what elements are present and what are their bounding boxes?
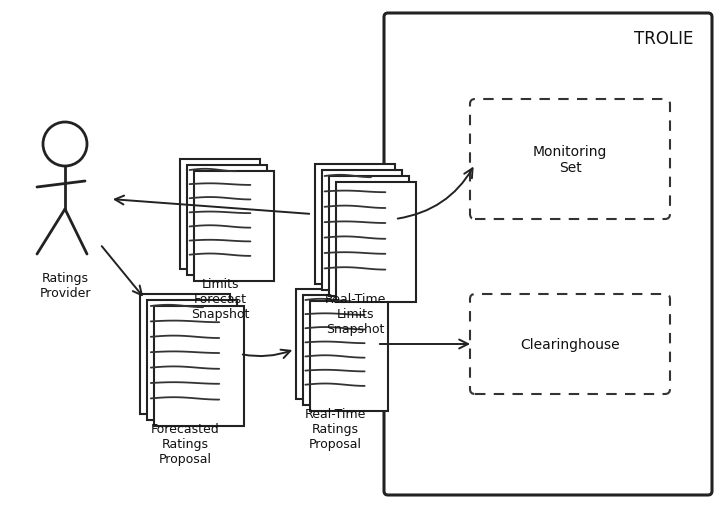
Bar bbox=[310, 301, 388, 411]
Text: Real-Time
Ratings
Proposal: Real-Time Ratings Proposal bbox=[304, 407, 366, 450]
Bar bbox=[322, 171, 402, 291]
Text: Limits
Forecast
Snapshot: Limits Forecast Snapshot bbox=[191, 277, 249, 320]
Text: TROLIE: TROLIE bbox=[634, 30, 693, 48]
Text: Clearinghouse: Clearinghouse bbox=[521, 337, 620, 351]
Bar bbox=[154, 306, 244, 426]
Bar bbox=[315, 165, 395, 285]
Text: Forecasted
Ratings
Proposal: Forecasted Ratings Proposal bbox=[150, 422, 219, 465]
Bar bbox=[180, 160, 260, 269]
FancyBboxPatch shape bbox=[470, 100, 670, 219]
Bar bbox=[194, 172, 274, 281]
Bar bbox=[147, 300, 237, 420]
Bar bbox=[336, 183, 416, 302]
Bar bbox=[296, 290, 374, 399]
FancyBboxPatch shape bbox=[470, 294, 670, 394]
FancyBboxPatch shape bbox=[384, 14, 712, 495]
Text: Monitoring
Set: Monitoring Set bbox=[533, 145, 607, 175]
Bar bbox=[187, 165, 267, 275]
Bar bbox=[140, 294, 230, 414]
Bar bbox=[303, 295, 381, 405]
Text: Real-Time
Limits
Snapshot: Real-Time Limits Snapshot bbox=[325, 293, 386, 335]
Bar bbox=[329, 177, 409, 296]
Text: Ratings
Provider: Ratings Provider bbox=[39, 271, 91, 299]
